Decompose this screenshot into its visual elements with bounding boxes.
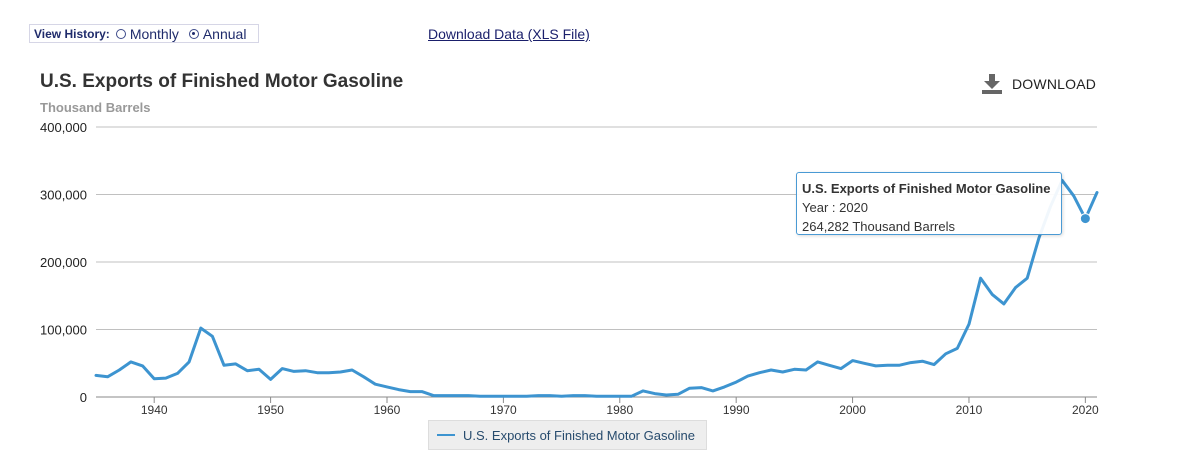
y-tick-label: 300,000 bbox=[40, 188, 87, 203]
chart-title: U.S. Exports of Finished Motor Gasoline bbox=[40, 71, 404, 92]
y-tick-label: 0 bbox=[80, 390, 87, 405]
x-tick-label: 1980 bbox=[606, 403, 633, 417]
x-tick-label: 1990 bbox=[723, 403, 750, 417]
chart-subtitle: Thousand Barrels bbox=[40, 100, 151, 115]
radio-annual[interactable]: Annual bbox=[188, 25, 247, 42]
download-data-link[interactable]: Download Data (XLS File) bbox=[428, 26, 590, 42]
x-tick-label: 2000 bbox=[839, 403, 866, 417]
radio-monthly-circle-icon[interactable] bbox=[115, 28, 126, 39]
x-tick-label: 1960 bbox=[374, 403, 401, 417]
highlighted-data-point bbox=[1079, 213, 1091, 225]
series-line bbox=[94, 178, 1099, 398]
x-tick-label: 1970 bbox=[490, 403, 517, 417]
tooltip-title: U.S. Exports of Finished Motor Gasoline bbox=[802, 181, 1051, 196]
view-history-control: View History: Monthly Annual bbox=[29, 24, 259, 43]
x-tick-label: 1950 bbox=[257, 403, 284, 417]
y-tick-label: 200,000 bbox=[40, 255, 87, 270]
tooltip-value: 264,282 Thousand Barrels bbox=[802, 219, 955, 234]
download-button-label[interactable]: DOWNLOAD bbox=[1012, 76, 1097, 92]
chart-tooltip: U.S. Exports of Finished Motor Gasoline … bbox=[796, 172, 1062, 235]
x-tick-label: 2020 bbox=[1072, 403, 1099, 417]
radio-monthly[interactable]: Monthly bbox=[115, 25, 179, 42]
legend-line-swatch bbox=[437, 434, 455, 436]
chart-legend[interactable]: U.S. Exports of Finished Motor Gasoline bbox=[428, 420, 707, 450]
view-history-label: View History: bbox=[34, 26, 110, 41]
radio-monthly-label[interactable]: Monthly bbox=[129, 25, 179, 42]
download-button[interactable]: DOWNLOAD bbox=[982, 74, 1096, 94]
x-tick-label: 1940 bbox=[141, 403, 168, 417]
legend-label[interactable]: U.S. Exports of Finished Motor Gasoline bbox=[463, 427, 695, 443]
radio-annual-circle-icon[interactable] bbox=[188, 28, 199, 39]
y-tick-label: 400,000 bbox=[40, 120, 87, 135]
download-icon bbox=[982, 74, 1002, 94]
x-tick-label: 2010 bbox=[956, 403, 983, 417]
y-tick-label: 100,000 bbox=[40, 323, 87, 338]
radio-annual-label[interactable]: Annual bbox=[202, 25, 247, 42]
tooltip-year: Year : 2020 bbox=[802, 200, 869, 215]
